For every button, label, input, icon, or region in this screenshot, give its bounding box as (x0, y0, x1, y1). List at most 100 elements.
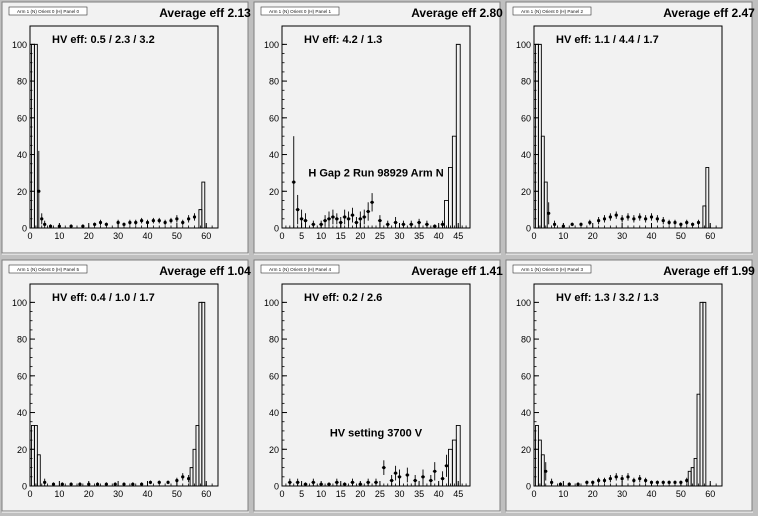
x-tick-label: 35 (414, 489, 424, 499)
data-point (570, 222, 574, 226)
hv-eff-label: HV eff: 1.3 / 3.2 / 1.3 (556, 292, 659, 304)
data-point (104, 222, 108, 226)
data-point (288, 480, 292, 484)
hv-eff-label: HV eff: 0.4 / 1.0 / 1.7 (52, 292, 155, 304)
data-point (440, 477, 445, 481)
y-tick-label: 100 (12, 40, 27, 50)
x-tick-label: 20 (84, 231, 94, 241)
data-point (319, 482, 323, 486)
histogram-bar (33, 43, 38, 228)
data-point (547, 211, 551, 215)
x-tick-label: 30 (113, 231, 123, 241)
x-tick-label: 25 (375, 489, 385, 499)
data-point (113, 482, 117, 486)
data-point (140, 482, 144, 486)
data-point (661, 480, 665, 484)
x-tick-label: 0 (27, 489, 32, 499)
data-point (378, 219, 382, 223)
y-tick-label: 80 (17, 77, 27, 87)
data-point (591, 480, 595, 484)
data-point (558, 482, 563, 486)
x-tick-label: 40 (646, 231, 656, 241)
x-tick-label: 50 (172, 231, 182, 241)
y-tick-label: 20 (521, 187, 531, 197)
data-point (685, 478, 689, 483)
data-point (614, 213, 618, 217)
histogram-bar (455, 43, 461, 228)
x-tick-label: 30 (113, 489, 123, 499)
data-point (346, 217, 351, 221)
data-point (433, 469, 437, 473)
data-point (614, 475, 618, 479)
panel-4: Arm 1 (N) Orient 0 (H) Panel 4 Average ef… (253, 259, 503, 513)
data-point (51, 482, 56, 486)
data-point (588, 220, 592, 225)
x-tick-label: 35 (414, 231, 424, 241)
panel-annotation: H Gap 2 Run 98929 Arm N (308, 168, 443, 180)
data-point (60, 482, 64, 486)
data-point (638, 477, 642, 481)
y-tick-label: 100 (264, 298, 279, 308)
data-point (696, 220, 701, 225)
data-point (679, 480, 683, 484)
x-tick-label: 30 (617, 489, 627, 499)
data-point (169, 219, 173, 223)
data-point (632, 478, 636, 483)
y-tick-label: 40 (17, 408, 27, 418)
data-point (673, 220, 677, 225)
data-point (638, 215, 642, 219)
data-point (331, 215, 335, 219)
histogram-bar (702, 301, 707, 486)
data-point (311, 222, 315, 226)
plot-area (281, 283, 471, 487)
data-point (655, 217, 659, 221)
panel-0: Arm 1 (N) Orient 0 (H) Panel 0 Average ef… (1, 1, 251, 255)
average-eff-title: Average eff 1.41 (411, 264, 503, 278)
data-point (43, 222, 47, 226)
histogram-bar (455, 424, 461, 486)
y-tick-label: 0 (22, 482, 27, 492)
data-point (122, 222, 126, 226)
x-tick-label: 10 (54, 231, 64, 241)
data-point (319, 222, 323, 226)
y-tick-label: 40 (17, 150, 27, 160)
data-point (296, 480, 300, 484)
histogram-bar (36, 454, 41, 486)
average-eff-title: Average eff 1.99 (663, 264, 755, 278)
data-point (401, 222, 406, 226)
y-tick-label: 40 (521, 150, 531, 160)
data-point (421, 475, 425, 479)
data-point (544, 469, 548, 473)
x-tick-label: 15 (336, 231, 346, 241)
data-point (43, 480, 47, 484)
data-point (303, 219, 308, 223)
y-tick-label: 20 (521, 445, 531, 455)
x-tick-label: 60 (201, 231, 211, 241)
plot-area (533, 25, 723, 229)
x-tick-label: 0 (279, 231, 284, 241)
data-point (620, 217, 624, 221)
y-tick-label: 40 (521, 408, 531, 418)
data-point (679, 222, 683, 226)
average-eff-title: Average eff 2.47 (663, 6, 755, 20)
data-point (632, 217, 636, 221)
data-point (608, 215, 612, 219)
data-point (354, 220, 359, 225)
data-point (579, 222, 583, 226)
data-point (140, 219, 144, 223)
data-point (350, 480, 355, 484)
data-point (166, 480, 170, 484)
y-tick-label: 60 (521, 113, 531, 123)
data-point (413, 478, 417, 483)
x-tick-label: 40 (142, 231, 152, 241)
data-point (620, 477, 624, 481)
plot-area (29, 283, 219, 487)
data-point (181, 475, 185, 479)
data-point (429, 478, 433, 483)
data-point (374, 480, 378, 484)
y-tick-label: 100 (12, 298, 27, 308)
histogram-bar (201, 181, 206, 228)
x-tick-label: 40 (434, 489, 444, 499)
histogram-name: Arm 1 (N) Orient 0 (H) Panel 5 (17, 267, 79, 272)
